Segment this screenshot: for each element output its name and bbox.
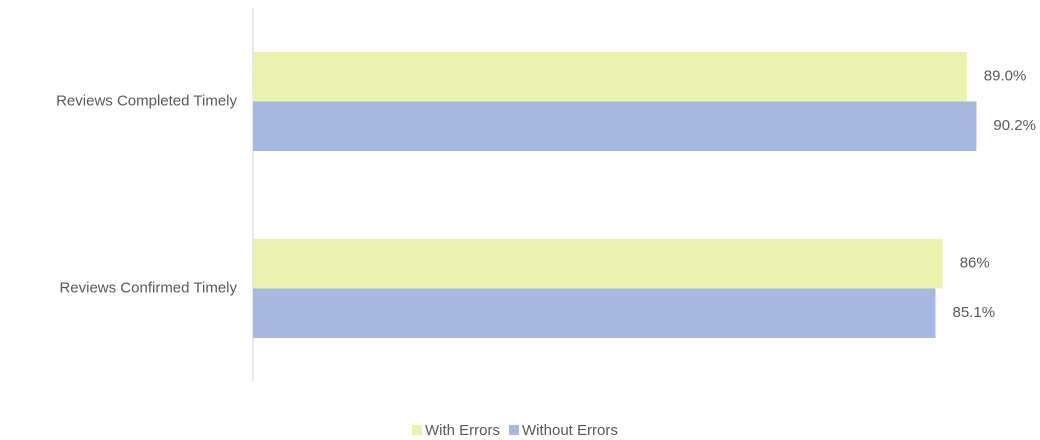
legend-swatch [509, 425, 519, 435]
value-label: 89.0% [984, 68, 1027, 85]
bar [253, 101, 977, 151]
category-label: Reviews Completed Timely [56, 92, 237, 109]
bar [253, 239, 943, 289]
legend-swatch [412, 425, 422, 435]
value-label: 85.1% [953, 304, 996, 321]
value-label: 90.2% [993, 117, 1036, 134]
legend-label: With Errors [425, 422, 500, 439]
value-label: 86% [960, 255, 990, 272]
category-label: Reviews Confirmed Timely [59, 279, 237, 296]
bar [253, 288, 936, 338]
legend-label: Without Errors [522, 422, 618, 439]
bar [253, 52, 967, 102]
